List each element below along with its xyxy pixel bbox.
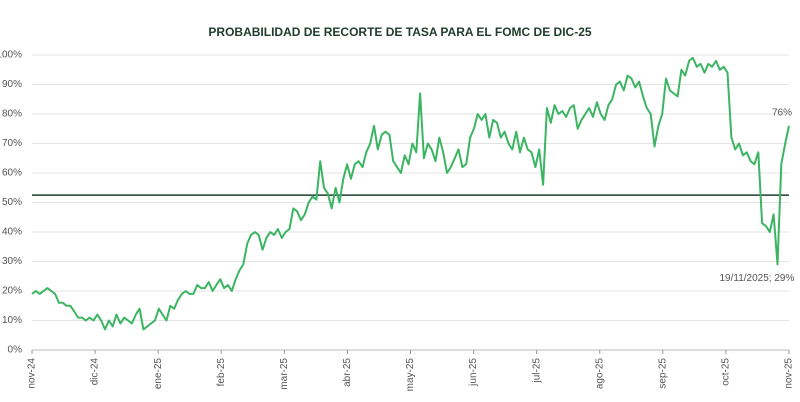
- y-tick-label: 100%: [0, 50, 22, 61]
- x-tick-label: sep-25: [657, 358, 668, 389]
- x-tick-label: jun-25: [468, 358, 479, 387]
- x-tick-label: may-25: [405, 358, 416, 392]
- x-tick-label: ene-25: [153, 358, 164, 390]
- y-tick-label: 50%: [2, 197, 22, 208]
- y-tick-label: 60%: [2, 168, 22, 179]
- x-tick-label: nov-25: [784, 358, 795, 389]
- chart-title: PROBABILIDAD DE RECORTE DE TASA PARA EL …: [208, 25, 591, 39]
- x-tick-label: abr-25: [342, 358, 353, 387]
- y-tick-label: 20%: [2, 286, 22, 297]
- x-tick-label: mar-25: [279, 358, 290, 390]
- y-tick-label: 80%: [2, 109, 22, 120]
- x-tick-label: feb-25: [216, 358, 227, 387]
- x-tick-label: oct-25: [721, 358, 732, 386]
- y-tick-label: 70%: [2, 138, 22, 149]
- annotation: 19/11/2025; 29%: [719, 273, 794, 284]
- annotation: 76%: [772, 107, 792, 118]
- x-tick-label: nov-24: [27, 358, 38, 389]
- y-tick-label: 40%: [2, 227, 22, 238]
- y-tick-label: 10%: [2, 315, 22, 326]
- x-tick-label: jul-25: [531, 358, 542, 384]
- x-tick-label: ago-25: [594, 358, 605, 390]
- y-tick-label: 0%: [8, 345, 23, 356]
- line: [31, 56, 790, 331]
- y-tick-label: 30%: [2, 256, 22, 267]
- x-tick-label: dic-24: [90, 358, 101, 386]
- y-tick-label: 90%: [2, 79, 22, 90]
